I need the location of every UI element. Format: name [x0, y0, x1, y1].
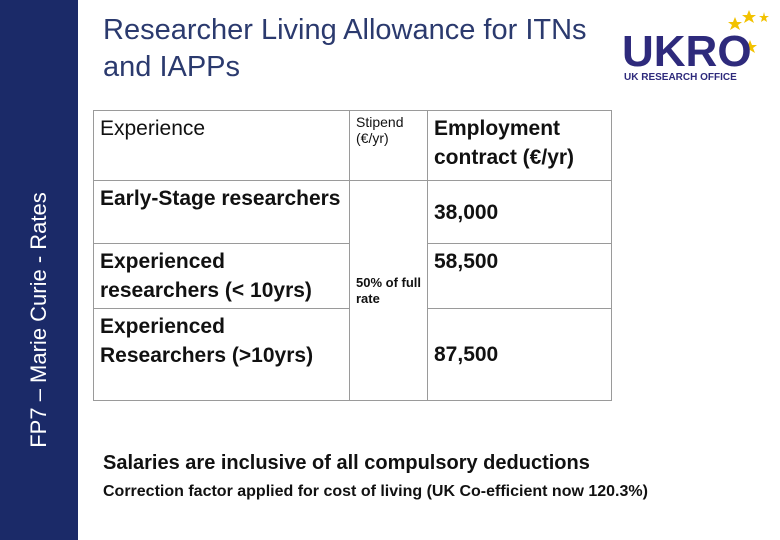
rates-table: Experience Stipend (€/yr) Employment con… — [93, 110, 612, 401]
logo-stars — [728, 10, 769, 53]
table-row: Experienced Researchers (>10yrs) 87,500 — [93, 308, 612, 401]
experience-cell: Experienced researchers (< 10yrs) — [93, 243, 350, 309]
sidebar: FP7 – Marie Curie - Rates — [0, 0, 78, 540]
salary-cell: 58,500 — [427, 243, 612, 309]
sidebar-text: FP7 – Marie Curie - Rates — [26, 192, 51, 448]
column-header: Experience — [93, 110, 350, 181]
table-header-row: Experience Stipend (€/yr) Employment con… — [93, 110, 612, 181]
logo: UKRO UK RESEARCH OFFICE — [622, 10, 769, 83]
note: Correction factor applied for cost of li… — [103, 483, 648, 500]
logo-text: UKRO — [622, 27, 752, 76]
note: Salaries are inclusive of all compulsory… — [103, 452, 590, 474]
experience-cell: Experienced Researchers (>10yrs) — [93, 308, 350, 401]
column-header: Stipend (€/yr) — [349, 110, 428, 181]
salary-cell: 38,000 — [427, 180, 612, 244]
slide-title: Researcher Living Allowance for ITNs and… — [103, 14, 587, 83]
experience-cell: Early-Stage researchers — [93, 180, 350, 244]
column-header: Employment contract (€/yr) — [427, 110, 612, 181]
stipend-cell: 50% of full rate — [349, 180, 428, 401]
table-row: Experienced researchers (< 10yrs) 58,500 — [93, 243, 612, 309]
logo-subtitle: UK RESEARCH OFFICE — [624, 72, 737, 83]
salary-cell: 87,500 — [427, 308, 612, 401]
table-row: Early-Stage researchers 50% of full rate… — [93, 180, 612, 401]
